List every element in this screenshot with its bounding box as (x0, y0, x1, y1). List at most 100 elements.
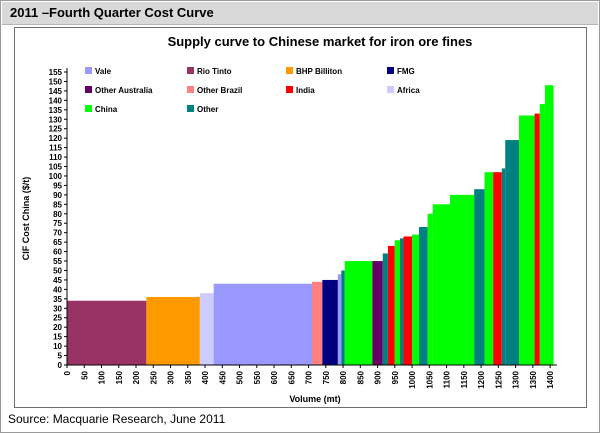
x-tick-label: 600 (270, 370, 279, 384)
x-tick-label: 450 (218, 370, 227, 384)
y-tick-label: 120 (49, 134, 63, 143)
y-tick-label: 155 (49, 68, 63, 77)
x-tick-label: 550 (253, 370, 262, 384)
legend-swatch-other (187, 105, 194, 112)
x-tick-label: 1300 (512, 370, 521, 388)
legend-label-fmg: FMG (397, 67, 415, 76)
legend-swatch-india (286, 86, 293, 93)
bar-india-22 (493, 172, 502, 365)
bar-china-27 (539, 104, 545, 365)
x-tick-label: 650 (287, 370, 296, 384)
y-tick-label: 50 (53, 266, 62, 275)
y-tick-label: 115 (49, 144, 62, 153)
bar-other-10 (382, 253, 388, 365)
source-note: Source: Macquarie Research, June 2011 (8, 412, 226, 426)
y-tick-label: 145 (49, 87, 63, 96)
y-tick-label: 105 (49, 163, 63, 172)
legend-swatch-fmg (387, 67, 394, 74)
bar-other-13 (399, 238, 404, 365)
bar-other-7 (341, 270, 345, 365)
x-tick-label: 850 (356, 370, 365, 384)
x-tick-label: 250 (149, 370, 158, 384)
x-tick-label: 300 (167, 370, 176, 384)
y-tick-label: 15 (53, 333, 62, 342)
x-tick-label: 500 (236, 370, 245, 384)
x-tick-label: 1200 (477, 370, 486, 388)
y-tick-label: 150 (49, 77, 63, 86)
bar-china-8 (344, 261, 373, 365)
header-title: 2011 –Fourth Quarter Cost Curve (10, 5, 214, 20)
bar-india-11 (387, 245, 395, 365)
x-tick-label: 1050 (425, 370, 434, 388)
bars-layer (67, 85, 554, 366)
legend-label-rio-tinto: Rio Tinto (197, 67, 232, 76)
y-tick-label: 90 (53, 191, 62, 200)
bar-other-23 (501, 168, 506, 365)
legend-label-bhp-billiton: BHP Billiton (296, 67, 342, 76)
x-tick-label: 100 (98, 370, 107, 384)
bar-africa-2 (199, 293, 214, 365)
x-tick-label: 1250 (494, 370, 503, 388)
x-tick-label: 400 (201, 370, 210, 384)
legend-label-other-brazil: Other Brazil (197, 86, 242, 95)
y-tick-label: 95 (53, 181, 62, 190)
bar-vale-6 (337, 274, 342, 365)
y-tick-label: 85 (53, 200, 62, 209)
bar-india-26 (534, 113, 540, 365)
legend-swatch-other-australia (85, 86, 92, 93)
bar-fmg-5 (322, 279, 338, 365)
y-tick-label: 80 (53, 210, 62, 219)
y-tick-label: 20 (53, 323, 62, 332)
y-tick-label: 35 (53, 295, 62, 304)
x-tick-label: 800 (339, 370, 348, 384)
y-tick-label: 75 (53, 219, 62, 228)
y-tick-label: 140 (49, 96, 63, 105)
bar-china-28 (544, 85, 554, 366)
legend-swatch-china (85, 105, 92, 112)
y-tick-label: 70 (53, 229, 62, 238)
x-tick-label: 1400 (546, 370, 555, 388)
legend-swatch-africa (387, 86, 394, 93)
y-tick-label: 0 (58, 361, 63, 370)
axes-layer: 0510152025303540455055606570758085909510… (49, 68, 557, 389)
y-tick-label: 130 (49, 115, 63, 124)
bar-china-21 (484, 172, 494, 365)
x-axis-label: Volume (mt) (289, 394, 340, 404)
x-tick-label: 950 (391, 370, 400, 384)
legend-label-other: Other (197, 105, 218, 114)
bar-other-australia-9 (372, 261, 383, 365)
x-tick-label: 1000 (408, 370, 417, 388)
x-tick-label: 700 (305, 370, 314, 384)
bar-other-16 (418, 227, 428, 365)
y-tick-label: 110 (49, 153, 62, 162)
x-tick-label: 1350 (529, 370, 538, 388)
x-tick-label: 900 (374, 370, 383, 384)
x-tick-label: 1150 (460, 370, 469, 388)
y-tick-label: 45 (53, 276, 62, 285)
bar-china-17 (427, 213, 433, 365)
legend-label-india: India (296, 86, 315, 95)
y-tick-label: 25 (53, 314, 62, 323)
bar-china-15 (412, 234, 419, 365)
legend-label-china: China (95, 105, 118, 114)
bar-china-19 (450, 194, 475, 365)
legend-swatch-bhp-billiton (286, 67, 293, 74)
bar-other-brazil-4 (312, 281, 323, 365)
x-tick-label: 0 (63, 370, 72, 375)
bar-other-20 (474, 189, 485, 365)
legend-swatch-rio-tinto (187, 67, 194, 74)
legend: Vale Rio Tinto BHP Billiton FMG Other Austra… (85, 67, 420, 114)
bar-bhp-billiton-1 (146, 296, 200, 365)
bar-vale-3 (213, 283, 312, 365)
y-tick-label: 65 (53, 238, 62, 247)
y-tick-label: 100 (49, 172, 63, 181)
x-tick-label: 1100 (443, 370, 452, 388)
x-tick-label: 200 (132, 370, 141, 384)
legend-swatch-other-brazil (187, 86, 194, 93)
y-tick-label: 55 (53, 257, 62, 266)
y-tick-label: 30 (53, 304, 62, 313)
y-tick-label: 10 (53, 342, 62, 351)
header-bar: 2011 –Fourth Quarter Cost Curve (2, 2, 598, 25)
y-tick-label: 60 (53, 248, 62, 257)
cost-curve-chart: Supply curve to Chinese market for iron … (21, 34, 557, 404)
